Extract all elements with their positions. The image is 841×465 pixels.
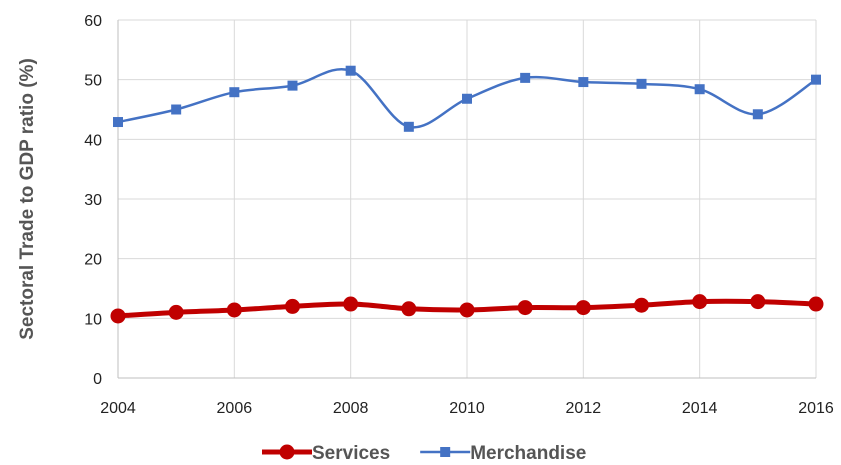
data-point-services xyxy=(459,302,475,318)
y-tick-label: 60 xyxy=(84,13,102,30)
data-point-services xyxy=(750,294,766,310)
legend-label: Services xyxy=(312,443,390,464)
data-point-merchandise xyxy=(229,87,240,98)
legend-swatch-marker xyxy=(279,444,295,460)
data-point-merchandise xyxy=(578,77,589,88)
x-tick-label: 2014 xyxy=(682,400,718,417)
x-tick-label: 2010 xyxy=(449,400,485,417)
data-point-merchandise xyxy=(113,117,123,128)
gridlines xyxy=(117,19,817,378)
y-tick-label: 0 xyxy=(93,371,102,388)
data-point-services xyxy=(517,300,533,316)
data-point-merchandise xyxy=(462,93,472,104)
data-point-services xyxy=(634,297,649,313)
data-point-merchandise xyxy=(636,78,647,89)
legend: Services Merchandise xyxy=(262,443,586,464)
data-point-services xyxy=(168,304,184,320)
legend-swatch-marker xyxy=(440,447,451,457)
x-tick-label: 2006 xyxy=(217,400,253,417)
y-tick-label: 50 xyxy=(84,73,102,90)
x-tick-label: 2008 xyxy=(333,400,369,417)
series-merchandise xyxy=(113,65,821,132)
data-point-merchandise xyxy=(287,80,298,91)
y-tick-label: 10 xyxy=(84,311,102,328)
data-point-merchandise xyxy=(752,109,763,120)
data-point-merchandise xyxy=(171,104,182,115)
data-point-services xyxy=(110,308,126,324)
x-tick-label: 2012 xyxy=(566,400,602,417)
x-tick-label: 2016 xyxy=(798,400,834,417)
data-point-services xyxy=(226,302,242,318)
data-point-services xyxy=(401,301,417,317)
y-tick-label: 30 xyxy=(84,192,102,209)
legend-label: Merchandise xyxy=(470,443,586,464)
series xyxy=(110,65,824,324)
y-tick-label: 20 xyxy=(84,252,102,269)
data-point-services xyxy=(575,300,591,316)
y-axis-title: Sectoral Trade to GDP ratio (%) xyxy=(17,58,38,340)
legend-item-services: Services xyxy=(262,443,390,464)
data-point-merchandise xyxy=(811,74,821,85)
data-point-services xyxy=(808,296,824,312)
data-point-services xyxy=(285,298,300,314)
data-point-services xyxy=(692,294,708,310)
data-point-merchandise xyxy=(403,121,414,132)
y-tick-label: 40 xyxy=(84,132,102,149)
data-point-merchandise xyxy=(345,65,356,76)
data-point-merchandise xyxy=(520,72,531,83)
data-point-merchandise xyxy=(694,84,705,95)
series-services xyxy=(110,294,824,324)
legend-item-merchandise: Merchandise xyxy=(420,443,586,464)
tick-labels: 0 10 20 30 40 50 60 2004 2006 2008 2010 2012 2014 201… xyxy=(84,13,834,417)
data-point-services xyxy=(343,296,359,312)
x-tick-label: 2004 xyxy=(100,400,136,417)
